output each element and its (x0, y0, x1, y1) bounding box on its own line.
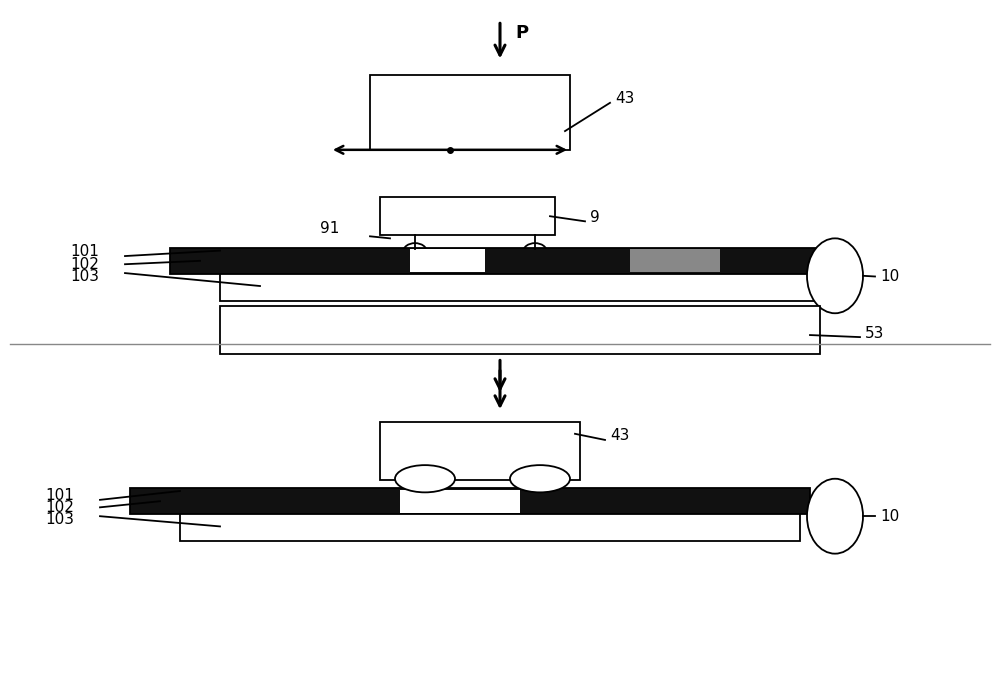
Text: 102: 102 (70, 257, 99, 272)
Text: 91: 91 (320, 221, 340, 236)
Bar (370, 75, 570, 150)
Bar (380, 422, 580, 480)
Bar (380, 197, 555, 235)
Ellipse shape (807, 479, 863, 554)
Bar (400, 490, 520, 513)
Bar (170, 248, 830, 274)
Bar (130, 488, 810, 514)
Text: 103: 103 (45, 512, 74, 527)
Ellipse shape (807, 238, 863, 313)
Text: 9: 9 (590, 210, 600, 225)
Text: 53: 53 (865, 326, 884, 341)
Ellipse shape (403, 243, 427, 261)
Bar (180, 514, 800, 541)
Text: 43: 43 (610, 428, 629, 443)
Ellipse shape (523, 243, 547, 261)
Text: 10: 10 (880, 509, 899, 524)
Bar (220, 274, 820, 301)
Text: 103: 103 (70, 269, 99, 284)
Text: 10: 10 (880, 269, 899, 284)
Bar (220, 306, 820, 354)
Bar (130, 488, 810, 514)
Bar (170, 248, 830, 274)
Bar (410, 249, 485, 272)
Text: 102: 102 (45, 500, 74, 515)
Text: 101: 101 (45, 488, 74, 503)
Ellipse shape (395, 465, 455, 492)
Bar (630, 249, 720, 272)
Ellipse shape (510, 465, 570, 492)
Text: P: P (515, 24, 528, 42)
Text: 43: 43 (615, 91, 634, 106)
Text: 101: 101 (70, 244, 99, 259)
